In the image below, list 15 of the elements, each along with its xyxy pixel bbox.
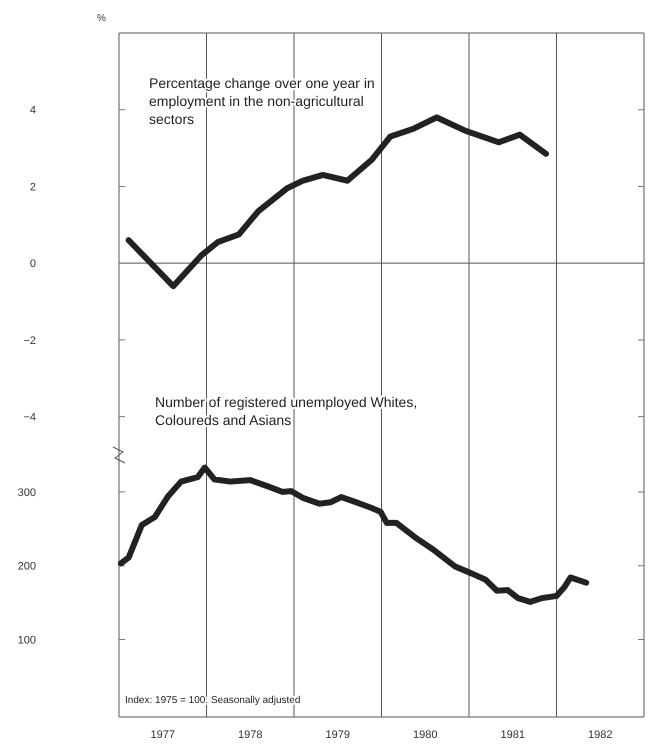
x-tick-label: 1978 <box>238 729 262 741</box>
y-tick-label: 100 <box>18 634 36 647</box>
y-tick-label: 4 <box>30 104 36 117</box>
y-axis-title: % <box>97 13 106 24</box>
y-tick-label: 0 <box>30 258 36 270</box>
x-tick-label: 1979 <box>326 729 350 741</box>
x-tick-label: 1977 <box>150 729 175 741</box>
x-tick-label: 1982 <box>588 729 612 741</box>
x-tick-label: 1981 <box>500 729 525 741</box>
y-tick-label: 200 <box>18 560 36 573</box>
y-tick-label: 300 <box>18 486 36 499</box>
x-tick-label: 1980 <box>413 729 438 741</box>
y-tick-label: −2 <box>23 334 36 347</box>
y-tick-label: 2 <box>30 181 36 194</box>
y-tick-label: −4 <box>23 412 36 424</box>
